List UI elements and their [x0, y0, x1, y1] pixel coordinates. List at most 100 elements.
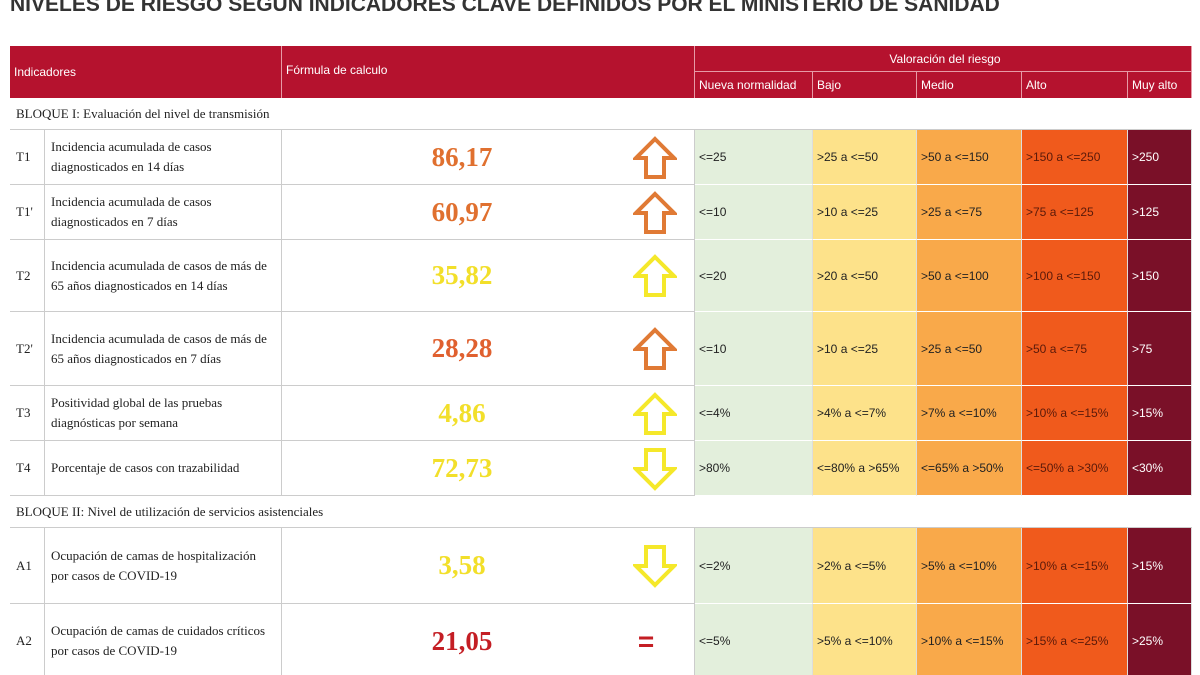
indicator-value: 35,82	[282, 240, 642, 312]
indicator-name: Incidencia acumulada de casos diagnostic…	[45, 185, 282, 240]
trend-arrow	[633, 190, 677, 234]
risk-range-text: >25 a <=50	[817, 150, 879, 164]
risk-range-text: >25 a <=50	[921, 341, 983, 356]
level-header-text: Alto	[1026, 78, 1047, 92]
risk-range: >10 a <=25	[813, 312, 917, 386]
level-header: Muy alto	[1128, 72, 1192, 98]
risk-range-text: <30%	[1132, 461, 1164, 475]
block-title-text: BLOQUE I: Evaluación del nivel de transm…	[16, 105, 270, 121]
indicator-name: Porcentaje de casos con trazabilidad	[45, 441, 282, 496]
trend-symbol-text: =	[637, 625, 655, 657]
formula-cell	[612, 240, 695, 312]
indicator-name: Incidencia acumulada de casos de más de …	[45, 312, 282, 386]
level-header-text: Muy alto	[1132, 78, 1178, 92]
indicator-name: Incidencia acumulada de casos de más de …	[45, 240, 282, 312]
risk-range-text: >2% a <=5%	[817, 558, 887, 573]
risk-range: >25%	[1128, 604, 1192, 675]
indicator-code: T1	[10, 130, 45, 185]
risk-range: <30%	[1128, 441, 1192, 496]
indicator-code: T4	[10, 441, 45, 496]
block-title: BLOQUE I: Evaluación del nivel de transm…	[10, 98, 1192, 130]
risk-range: <=65% a >50%	[917, 441, 1022, 496]
level-header-text: Nueva normalidad	[699, 78, 797, 92]
risk-range-text: >15% a <=25%	[1026, 634, 1109, 648]
indicator-code-text: T1'	[16, 204, 33, 219]
risk-range-text: <=50% a >30%	[1026, 461, 1109, 475]
indicator-name-text: Ocupación de camas de cuidados críticos …	[51, 623, 266, 658]
indicator-value-text: 4,86	[438, 397, 486, 428]
risk-range: >75	[1128, 312, 1192, 386]
risk-range: >50 a <=75	[1022, 312, 1128, 386]
risk-range: >50 a <=150	[917, 130, 1022, 185]
indicator-value-text: 21,05	[431, 625, 493, 656]
risk-range-text: <=80% a >65%	[817, 461, 900, 475]
indicator-code-text: T1	[16, 149, 31, 164]
risk-range: <=5%	[695, 604, 813, 675]
indicator-name-text: Incidencia acumulada de casos diagnostic…	[51, 194, 212, 229]
formula-cell	[612, 528, 695, 604]
risk-range-text: >75	[1132, 341, 1153, 356]
indicator-name-text: Incidencia acumulada de casos de más de …	[51, 257, 267, 293]
header-cell-text: Indicadores	[14, 65, 77, 79]
formula-cell	[612, 185, 695, 240]
indicator-value-text: 3,58	[438, 550, 486, 580]
trend-arrow	[633, 254, 677, 297]
risk-range-text: >150 a <=250	[1026, 150, 1101, 164]
risk-range-text: >250	[1132, 150, 1160, 164]
header-cell: Valoración del riesgo	[695, 46, 1192, 72]
risk-range-text: >50 a <=100	[921, 268, 989, 283]
risk-range-text: >20 a <=50	[817, 268, 879, 283]
indicator-code: T2	[10, 240, 45, 312]
risk-range: >250	[1128, 130, 1192, 185]
risk-range-text: >10 a <=25	[817, 341, 879, 356]
risk-range-text: <=5%	[699, 634, 731, 648]
arrow-shape	[633, 327, 677, 370]
risk-range-text: >10 a <=25	[817, 205, 879, 219]
block-title-text: BLOQUE II: Nivel de utilización de servi…	[16, 503, 324, 519]
risk-range: >25 a <=75	[917, 185, 1022, 240]
indicator-name-text: Positividad global de las pruebas diagnó…	[51, 395, 223, 430]
risk-range: >150 a <=250	[1022, 130, 1128, 185]
formula-cell	[612, 130, 695, 185]
trend-arrow	[633, 545, 677, 588]
indicator-name: Positividad global de las pruebas diagnó…	[45, 386, 282, 441]
indicator-code-text: A1	[16, 557, 32, 573]
risk-range: >15%	[1128, 386, 1192, 441]
risk-range: >25 a <=50	[917, 312, 1022, 386]
page-title: NIVELES DE RIESGO SEGÚN INDICADORES CLAV…	[10, 0, 1000, 16]
arrow-shape	[633, 391, 677, 435]
risk-range-text: >100 a <=150	[1026, 268, 1101, 283]
risk-range: >75 a <=125	[1022, 185, 1128, 240]
risk-range: >5% a <=10%	[813, 604, 917, 675]
indicator-code: A1	[10, 528, 45, 604]
indicator-value: 86,17	[282, 130, 642, 185]
risk-range: >20 a <=50	[813, 240, 917, 312]
indicator-name: Incidencia acumulada de casos diagnostic…	[45, 130, 282, 185]
risk-range: >80%	[695, 441, 813, 496]
risk-range: >7% a <=10%	[917, 386, 1022, 441]
level-header-text: Bajo	[817, 78, 842, 92]
indicator-code: T3	[10, 386, 45, 441]
risk-range-text: >15%	[1132, 558, 1164, 573]
risk-range: >10% a <=15%	[1022, 528, 1128, 604]
indicator-value-text: 35,82	[431, 260, 493, 290]
risk-range-text: >150	[1132, 268, 1160, 283]
indicator-name-text: Incidencia acumulada de casos diagnostic…	[51, 139, 212, 174]
indicator-value: 60,97	[282, 185, 642, 240]
risk-range-text: >10% a <=15%	[1026, 406, 1109, 420]
indicator-value-text: 60,97	[431, 196, 493, 227]
header-cell-text: Valoración del riesgo	[889, 51, 1001, 66]
indicator-name: Ocupación de camas de hospitalización po…	[45, 528, 282, 604]
indicator-code-text: T4	[16, 460, 31, 475]
risk-range: <=2%	[695, 528, 813, 604]
risk-range-text: <=10	[699, 205, 727, 219]
risk-range: >10% a <=15%	[917, 604, 1022, 675]
risk-range: >2% a <=5%	[813, 528, 917, 604]
risk-range-text: >10% a <=15%	[921, 634, 1004, 648]
level-header: Bajo	[813, 72, 917, 98]
risk-range: >10 a <=25	[813, 185, 917, 240]
indicator-code-text: T2	[16, 267, 31, 283]
formula-cell	[612, 441, 695, 496]
block-title: BLOQUE II: Nivel de utilización de servi…	[10, 496, 1192, 528]
risk-range-text: >5% a <=10%	[817, 634, 893, 648]
